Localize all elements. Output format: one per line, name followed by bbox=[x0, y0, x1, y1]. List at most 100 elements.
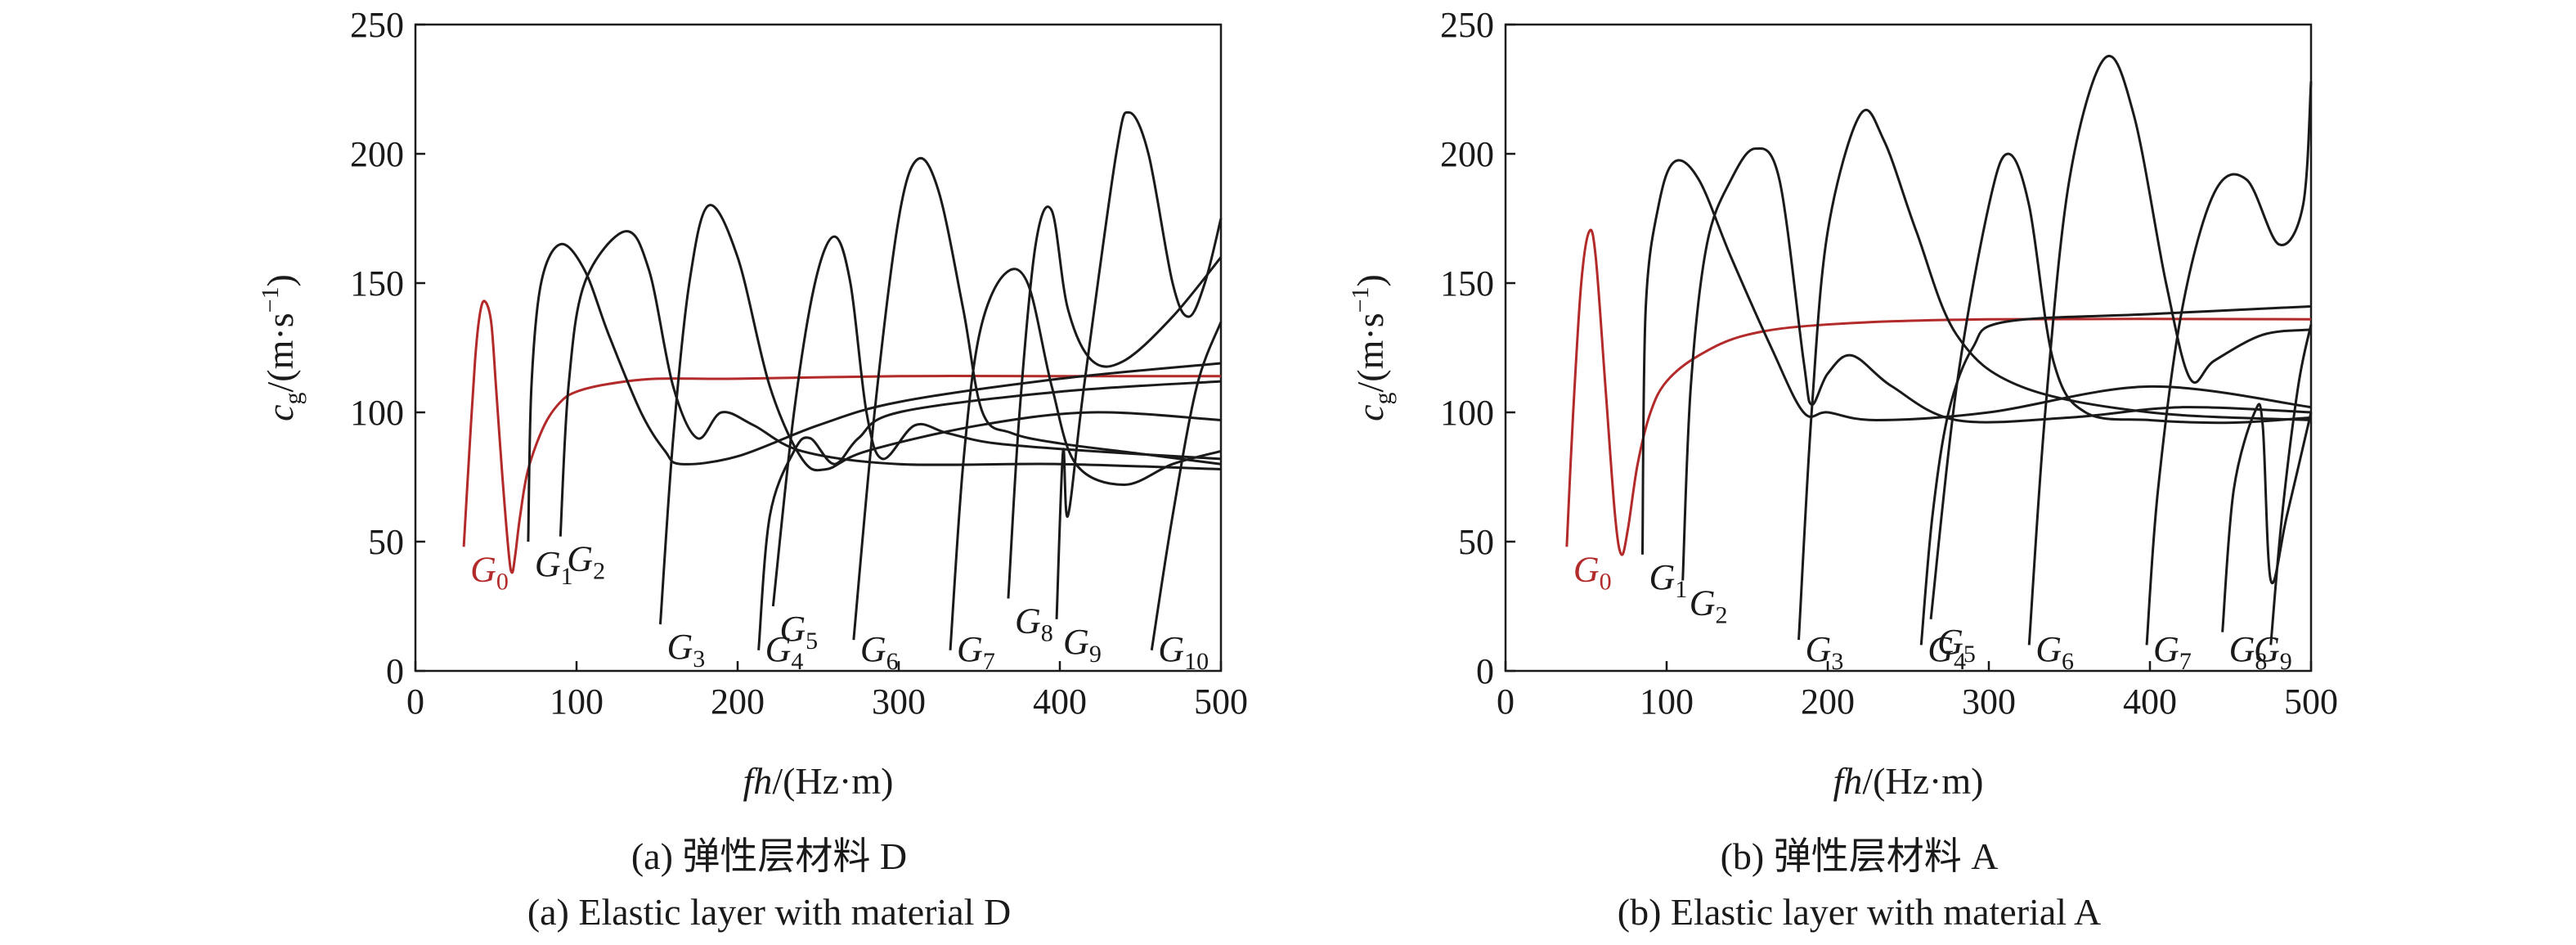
y-label-close: ) bbox=[1349, 274, 1391, 286]
dispersion-curve bbox=[757, 380, 1222, 650]
x-tick-label: 100 bbox=[550, 682, 604, 722]
dispersion-curve bbox=[1919, 304, 2312, 646]
x-tick-label: 200 bbox=[711, 682, 765, 722]
mode-label-name: G bbox=[567, 539, 593, 579]
mode-label: G4 bbox=[765, 629, 804, 675]
mode-label-name: G bbox=[470, 549, 496, 589]
mode-label: G10 bbox=[1158, 629, 1209, 675]
mode-label-sub: 6 bbox=[886, 648, 899, 675]
caption-en: (b) Elastic layer with material A bbox=[1618, 891, 2101, 933]
x-tick-label: 0 bbox=[406, 682, 424, 722]
mode-label-name: G bbox=[957, 629, 983, 669]
mode-label-sub: 6 bbox=[2062, 648, 2074, 675]
mode-label-name: G bbox=[1928, 629, 1954, 669]
mode-label-sub: 0 bbox=[1600, 568, 1612, 595]
mode-label: G5 bbox=[1937, 622, 1976, 668]
x-label-unit: /(Hz·m) bbox=[1862, 760, 1983, 802]
x-tick-label: 500 bbox=[2284, 682, 2338, 722]
mode-label-sub: 1 bbox=[1675, 576, 1687, 603]
y-label-unit: /(m·s bbox=[1349, 313, 1391, 392]
dispersion-curve bbox=[2269, 324, 2313, 646]
dispersion-curve bbox=[2221, 403, 2313, 632]
dispersion-curve bbox=[1640, 159, 2312, 555]
dispersion-curve bbox=[2145, 81, 2313, 646]
x-tick-label: 200 bbox=[1801, 682, 1855, 722]
y-tick-label: 150 bbox=[1440, 263, 1494, 304]
mode-label: G4 bbox=[1928, 629, 1966, 675]
y-label-sub: g bbox=[1370, 392, 1397, 404]
mode-label: G6 bbox=[2035, 629, 2074, 675]
mode-label-sub: 0 bbox=[496, 568, 509, 595]
x-tick-label: 500 bbox=[1194, 682, 1248, 722]
dispersion-curve bbox=[771, 235, 1222, 607]
mode-label-sub: 9 bbox=[1089, 641, 1102, 668]
mode-label-name: G bbox=[1937, 622, 1963, 662]
y-label-close: ) bbox=[259, 274, 301, 286]
y-tick-label: 200 bbox=[1440, 134, 1494, 174]
mode-label-sub: 3 bbox=[693, 646, 705, 673]
mode-label-sub: 10 bbox=[1184, 648, 1209, 675]
dispersion-curve bbox=[559, 230, 1222, 537]
x-tick-label: 100 bbox=[1640, 682, 1694, 722]
y-label-sup: −1 bbox=[257, 286, 284, 313]
mode-label-sub: 2 bbox=[1715, 601, 1727, 628]
y-label-sup: −1 bbox=[1347, 286, 1374, 313]
dispersion-curve bbox=[658, 204, 1222, 625]
dispersion-curve bbox=[1797, 108, 2312, 641]
mode-label: G0 bbox=[470, 549, 509, 595]
plot-frame bbox=[1504, 23, 2313, 673]
caption-en: (a) Elastic layer with material D bbox=[527, 891, 1011, 933]
y-tick-label: 100 bbox=[1440, 393, 1494, 433]
y-tick-label: 250 bbox=[1440, 5, 1494, 45]
mode-label-sub: 2 bbox=[593, 558, 605, 585]
mode-label-name: G bbox=[2153, 629, 2179, 669]
mode-label-name: G bbox=[1690, 583, 1716, 623]
mode-label: G8 bbox=[1015, 601, 1053, 647]
mode-label: G9 bbox=[1063, 622, 1102, 668]
mode-label: G2 bbox=[567, 539, 605, 585]
x-tick-label: 400 bbox=[1033, 682, 1087, 722]
y-tick-label: 100 bbox=[350, 393, 404, 433]
mode-label-sub: 8 bbox=[2255, 648, 2267, 675]
mode-label-name: G bbox=[860, 629, 886, 669]
mode-label: G7 bbox=[2153, 629, 2192, 675]
mode-label: G2 bbox=[1690, 583, 1728, 628]
mode-label-name: G bbox=[1573, 549, 1600, 589]
mode-label-name: G bbox=[2254, 629, 2280, 669]
dispersion-curve bbox=[1007, 205, 1223, 599]
mode-label: G3 bbox=[1806, 629, 1844, 675]
mode-label-sub: 5 bbox=[806, 628, 818, 655]
mode-label: G1 bbox=[1649, 557, 1687, 603]
chart-panel: 0 100 200 300 400 500050100150200250fh/(Hz·m)… bbox=[1347, 5, 2338, 933]
dispersion-curve bbox=[1055, 110, 1223, 619]
caption: (a) 弹性层材料 D bbox=[631, 835, 907, 877]
mode-label-name: G bbox=[1806, 629, 1832, 669]
x-tick-label: 300 bbox=[1962, 682, 2016, 722]
mode-label-sub: 3 bbox=[1831, 648, 1843, 675]
y-tick-label: 250 bbox=[350, 5, 404, 45]
mode-label: G8 bbox=[2229, 629, 2268, 675]
mode-label: G7 bbox=[957, 629, 995, 675]
mode-label-sub: 1 bbox=[561, 563, 573, 590]
x-label-var: fh bbox=[1833, 760, 1863, 802]
dispersion-curve bbox=[527, 242, 1222, 542]
x-tick-label: 0 bbox=[1497, 682, 1515, 722]
mode-label-name: G bbox=[779, 609, 806, 649]
y-axis-label: cg/(m·s−1) bbox=[257, 274, 307, 421]
dispersion-curve bbox=[2027, 55, 2312, 646]
y-tick-label: 150 bbox=[350, 263, 404, 304]
y-label-sub: g bbox=[280, 392, 307, 404]
y-label-var: c bbox=[1349, 404, 1391, 421]
y-label-unit: /(m·s bbox=[259, 313, 301, 392]
mode-label-sub: 8 bbox=[1041, 620, 1053, 647]
mode-label-sub: 9 bbox=[2280, 648, 2292, 675]
y-tick-label: 200 bbox=[350, 134, 404, 174]
x-axis-label: fh/(Hz·m) bbox=[743, 760, 894, 802]
x-tick-label: 400 bbox=[2123, 682, 2177, 722]
dispersion-curve bbox=[1681, 146, 2312, 581]
mode-label-name: G bbox=[1063, 622, 1089, 662]
mode-label-name: G bbox=[765, 629, 792, 669]
y-tick-label: 0 bbox=[386, 651, 404, 691]
x-axis-label: fh/(Hz·m) bbox=[1833, 760, 1984, 802]
